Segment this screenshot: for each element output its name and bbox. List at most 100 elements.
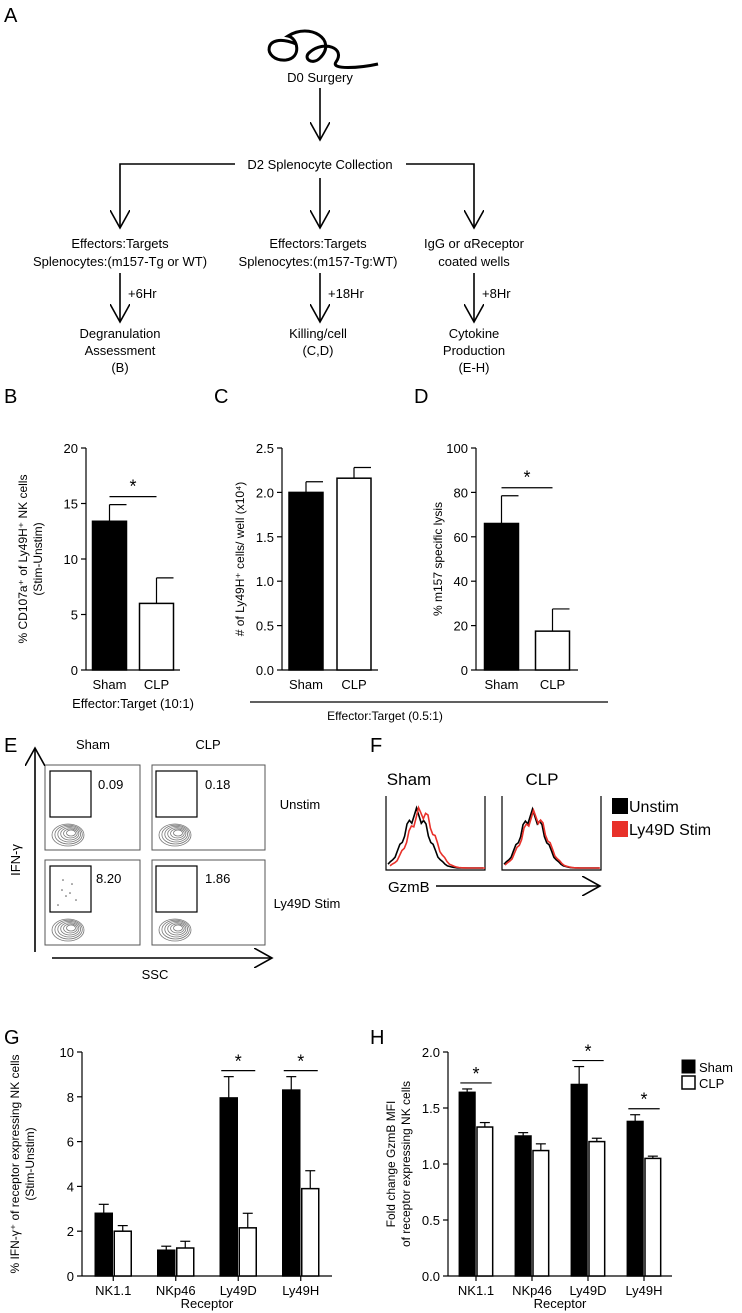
histogram-frame-clp	[501, 796, 602, 871]
h-significance-star: *	[472, 1064, 479, 1084]
branch-arrow-right	[406, 163, 474, 228]
h-bar	[588, 1140, 606, 1277]
g-y-tick-label: 10	[60, 1045, 74, 1060]
h-y-tick-label: 0.0	[422, 1269, 440, 1284]
gate-clp-unstim	[155, 770, 198, 818]
outcome-2-line2: (C,D)	[302, 343, 333, 358]
panel-f-label: F	[370, 735, 382, 757]
contour-plots	[51, 823, 192, 942]
h-x-tick-label: NKp46	[512, 1283, 552, 1298]
h-significance-star: *	[640, 1090, 647, 1110]
contour-line	[161, 824, 190, 845]
b-x-axis-label: Effector:Target (10:1)	[72, 696, 194, 711]
h-bar	[626, 1120, 644, 1277]
panel-e: E Sham CLP Unstim Ly49D Stim 0.09 0.18 8…	[4, 735, 340, 982]
contour-line	[66, 924, 76, 932]
d-significance-star: *	[523, 468, 530, 488]
outcome-1-line3: (B)	[111, 360, 128, 375]
outcome-2-line1: Killing/cell	[289, 326, 347, 341]
e-col-sham: Sham	[76, 737, 110, 752]
d-y-tick-label: 60	[454, 530, 468, 545]
contour-line	[173, 924, 183, 932]
d-y-axis-label: % m157 specific lysis	[431, 502, 445, 616]
branch-3-line1: IgG or αReceptor	[424, 236, 525, 251]
panel-g-chart: 0 2 4 6 8 10 % IFN-γ⁺ of receptor expressing N…	[8, 1045, 332, 1311]
time-3: +8Hr	[482, 286, 511, 301]
panel-g-label: G	[4, 1027, 20, 1049]
legend-swatch-stim	[612, 821, 628, 837]
time-1: +6Hr	[128, 286, 157, 301]
g-y-tick-label: 8	[67, 1090, 74, 1105]
contour-line	[170, 923, 185, 934]
event-dot	[62, 879, 64, 881]
d-y-tick-label: 20	[454, 619, 468, 634]
panel-a: A D0 Surgery D2 Splenocyte Collection Ef…	[4, 5, 525, 375]
b-bar	[138, 602, 175, 671]
contour-line	[161, 919, 190, 940]
d-bar	[534, 630, 571, 671]
c-y-axis-label: # of Ly49H⁺ cells/ well (x10⁴)	[233, 482, 247, 636]
h-significance-star: *	[584, 1042, 591, 1062]
legend-stim: Ly49D Stim	[629, 822, 711, 839]
contour-line	[54, 919, 83, 940]
d-x-tick-label: CLP	[540, 677, 565, 692]
legend-clp: CLP	[699, 1076, 724, 1091]
g-x-tick-label: NK1.1	[95, 1283, 131, 1298]
d-x-tick-label: Sham	[485, 677, 519, 692]
d-y-tick-label: 100	[446, 441, 468, 456]
c-bar	[336, 477, 372, 671]
event-dot	[65, 895, 67, 897]
outcome-1-line2: Assessment	[85, 343, 156, 358]
e-row-stim: Ly49D Stim	[274, 896, 341, 911]
panel-f: F Sham CLP Unstim Ly49D Stim GzmB	[370, 735, 711, 896]
e-row-unstim: Unstim	[280, 797, 320, 812]
contour-line	[158, 918, 192, 942]
g-y-tick-label: 2	[67, 1224, 74, 1239]
panel-a-label: A	[4, 5, 18, 27]
gate-sham-unstim	[49, 770, 92, 818]
event-dot	[75, 899, 77, 901]
b-y-tick-label: 10	[64, 552, 78, 567]
d-y-tick-label: 80	[454, 485, 468, 500]
h-bar	[570, 1083, 588, 1277]
contour-line	[51, 918, 85, 942]
g-x-tick-label: Ly49D	[220, 1283, 257, 1298]
legend-swatch-sham	[681, 1059, 696, 1074]
panel-h-chart: 0.0 0.5 1.0 1.5 2.0 Fold change GzmB MFI of re…	[384, 1042, 672, 1311]
contour-line	[63, 923, 78, 934]
time-2: +18Hr	[328, 286, 364, 301]
g-x-axis-label: Receptor	[181, 1296, 234, 1311]
gate-sham-stim	[49, 865, 92, 913]
contour-line	[167, 827, 187, 841]
contour-line	[164, 921, 189, 938]
contour-line	[60, 827, 80, 841]
b-y-tick-label: 0	[71, 663, 78, 678]
contour-line	[60, 922, 80, 936]
event-dot	[57, 904, 59, 906]
h-x-tick-label: NK1.1	[458, 1283, 494, 1298]
c-y-tick-label: 0.0	[256, 663, 274, 678]
e-x-axis-label: SSC	[142, 967, 169, 982]
outcome-1-line1: Degranulation	[80, 326, 161, 341]
histogram-sham-stim	[389, 805, 485, 869]
h-x-axis-label: Receptor	[534, 1296, 587, 1311]
contour-line	[167, 922, 187, 936]
histogram-clp-unstim	[503, 806, 599, 869]
gate-value-sham-stim: 8.20	[96, 871, 121, 886]
mouse-icon	[267, 29, 379, 69]
contour-line	[158, 823, 192, 847]
b-y-tick-label: 20	[64, 441, 78, 456]
panel-e-label: E	[4, 735, 17, 757]
h-x-tick-label: Ly49H	[625, 1283, 662, 1298]
g-significance-star: *	[235, 1052, 242, 1072]
d-bar	[483, 522, 520, 671]
flow-plot-clp-unstim	[151, 764, 266, 851]
b-y-tick-label: 15	[64, 497, 78, 512]
panel-c-label: C	[214, 386, 228, 408]
g-y-axis-label: (Stim-Unstim)	[23, 1127, 37, 1200]
branch-3-line2: coated wells	[438, 254, 510, 269]
gzmb-histograms	[387, 805, 600, 869]
flow-plot-sham-stim	[44, 859, 141, 946]
collection-step: D2 Splenocyte Collection	[247, 157, 392, 172]
